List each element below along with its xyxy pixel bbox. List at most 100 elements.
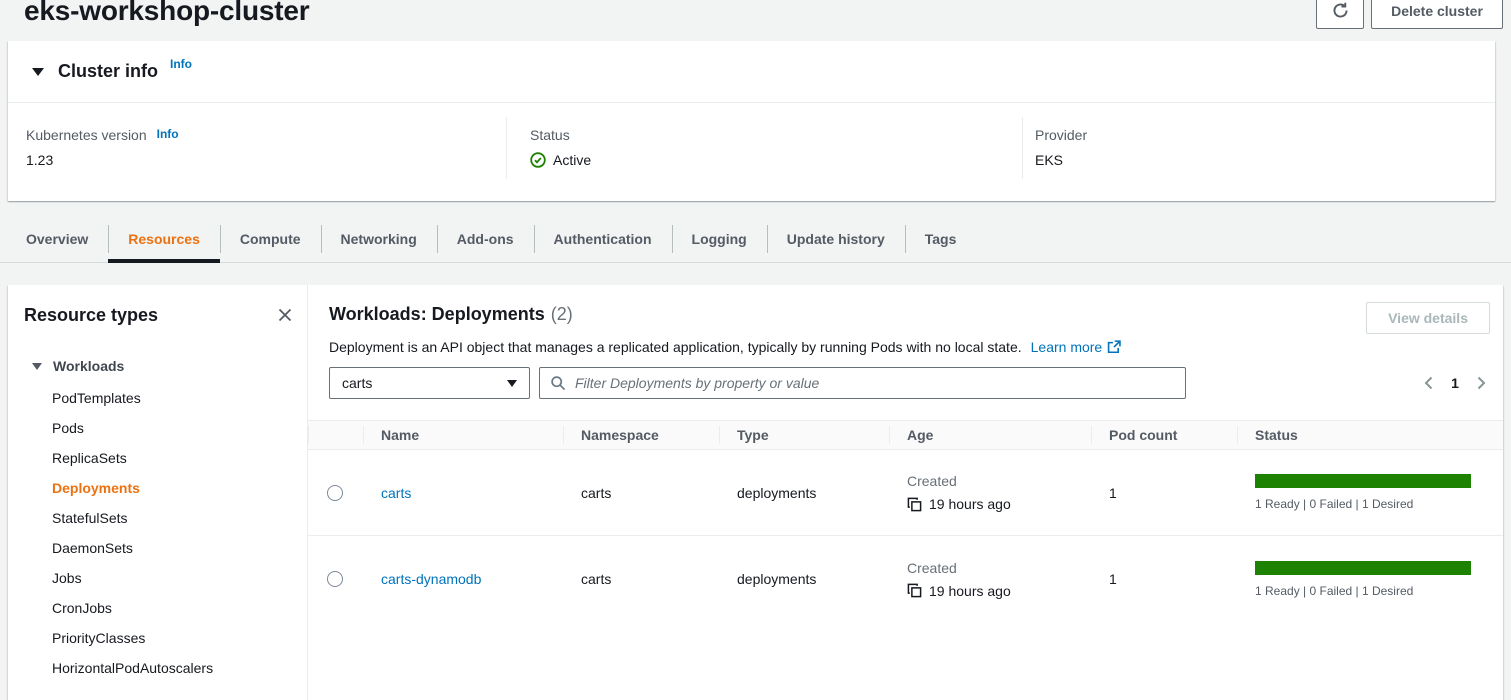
sidebar-item-daemonsets[interactable]: DaemonSets (52, 540, 133, 556)
sidebar-item-priorityclasses[interactable]: PriorityClasses (52, 630, 146, 646)
chevron-down-icon (32, 362, 42, 370)
search-input[interactable] (539, 367, 1186, 399)
check-circle-icon (530, 152, 553, 168)
tab-resources[interactable]: Resources (108, 215, 220, 263)
tab-authentication[interactable]: Authentication (533, 215, 672, 263)
next-page-button[interactable] (1467, 369, 1495, 397)
status-label: Status (530, 127, 570, 143)
search-icon (550, 375, 566, 396)
provider-value: EKS (1035, 152, 1064, 168)
column-header-namespace[interactable]: Namespace (563, 421, 719, 449)
copy-button[interactable] (907, 583, 922, 598)
column-header-pod-count[interactable]: Pod count (1091, 421, 1237, 449)
copy-icon (907, 497, 922, 512)
provider-label: Provider (1035, 127, 1088, 143)
page-title: eks-workshop-cluster (24, 0, 310, 26)
table-row: carts carts deployments Created 19 hours… (308, 450, 1503, 536)
selection-column-header (308, 421, 363, 449)
column-divider (1022, 117, 1023, 179)
deployments-main: Workloads: Deployments (2) View details D… (308, 285, 1503, 700)
age-value: 19 hours ago (929, 582, 1011, 599)
workloads-group-toggle[interactable]: Workloads (32, 358, 124, 374)
status-cell: 1 Ready | 0 Failed | 1 Desired (1237, 536, 1503, 622)
row-radio-button[interactable] (327, 571, 343, 587)
cluster-info-body: Kubernetes version Info 1.23 Status Acti… (8, 103, 1495, 200)
copy-button[interactable] (907, 497, 922, 512)
row-radio-button[interactable] (327, 484, 343, 501)
property-filter-select[interactable]: carts (329, 367, 530, 399)
search-box (539, 367, 1186, 399)
selected-filter-value: carts (342, 375, 373, 391)
sidebar-item-jobs[interactable]: Jobs (52, 570, 82, 586)
status-summary-text: 1 Ready | 0 Failed | 1 Desired (1255, 583, 1414, 598)
learn-more-link[interactable]: Learn more (1031, 339, 1122, 355)
refresh-icon (1332, 2, 1349, 19)
resource-types-sidebar: Resource types Workloads PodTemplates Po… (8, 285, 308, 700)
chevron-right-icon (1473, 375, 1489, 391)
deployments-heading: Workloads: Deployments (2) (329, 304, 573, 325)
sidebar-item-deployments[interactable]: Deployments (52, 480, 140, 496)
provider-field: Provider EKS (1035, 127, 1087, 168)
tab-compute[interactable]: Compute (219, 215, 321, 263)
age-cell: Created 19 hours ago (889, 536, 1091, 622)
kubernetes-version-info-link[interactable]: Info (156, 127, 179, 141)
close-icon (277, 307, 293, 323)
copy-icon (907, 583, 922, 598)
close-sidebar-button[interactable] (275, 305, 295, 325)
column-header-type[interactable]: Type (719, 421, 889, 449)
workloads-group-label: Workloads (53, 358, 125, 374)
sidebar-item-podtemplates[interactable]: PodTemplates (52, 390, 141, 406)
column-header-age[interactable]: Age (889, 421, 1091, 449)
kubernetes-version-field: Kubernetes version Info 1.23 (26, 127, 179, 168)
age-value: 19 hours ago (929, 496, 1011, 512)
tab-logging[interactable]: Logging (671, 215, 767, 263)
sidebar-item-cronjobs[interactable]: CronJobs (52, 600, 112, 616)
tab-add-ons[interactable]: Add-ons (436, 215, 534, 263)
kubernetes-version-value: 1.23 (26, 152, 54, 168)
age-created-label: Created (907, 473, 957, 489)
deployments-count: (2) (550, 304, 573, 324)
table-header-row: Name Namespace Type Age Pod count Status (308, 420, 1503, 450)
pod-count-cell: 1 (1109, 484, 1117, 501)
status-cell: 1 Ready | 0 Failed | 1 Desired (1237, 450, 1503, 535)
refresh-button[interactable] (1316, 0, 1364, 29)
column-header-name[interactable]: Name (363, 421, 563, 449)
tab-update-history[interactable]: Update history (766, 215, 905, 263)
table-row: carts-dynamodb carts deployments Created… (308, 536, 1503, 622)
current-page-number[interactable]: 1 (1451, 375, 1459, 391)
resources-panel: Resource types Workloads PodTemplates Po… (8, 285, 1503, 700)
status-progress-bar (1255, 474, 1471, 488)
resource-types-title: Resource types (24, 305, 159, 325)
cluster-info-card: Cluster info Info Kubernetes version Inf… (8, 41, 1495, 201)
status-summary-text: 1 Ready | 0 Failed | 1 Desired (1255, 497, 1414, 511)
deployments-description: Deployment is an API object that manages… (329, 339, 1022, 355)
status-progress-bar (1255, 560, 1471, 575)
deployments-heading-text: Workloads: Deployments (329, 304, 545, 324)
pod-count-cell: 1 (1109, 571, 1117, 587)
tab-overview[interactable]: Overview (26, 231, 89, 247)
sidebar-item-pods[interactable]: Pods (52, 420, 84, 436)
cluster-info-info-link[interactable]: Info (170, 57, 193, 71)
sidebar-item-horizontalpodautoscalers[interactable]: HorizontalPodAutoscalers (52, 660, 214, 676)
deployment-name-link[interactable]: carts-dynamodb (381, 571, 482, 587)
sidebar-item-replicasets[interactable]: ReplicaSets (52, 450, 127, 466)
chevron-down-icon (507, 379, 517, 387)
delete-cluster-button[interactable]: Delete cluster (1371, 0, 1503, 29)
collapse-caret-icon[interactable] (32, 67, 44, 76)
type-cell: deployments (737, 571, 817, 587)
age-created-label: Created (907, 559, 957, 576)
sidebar-item-statefulsets[interactable]: StatefulSets (52, 510, 128, 526)
kubernetes-version-label: Kubernetes version (26, 127, 147, 143)
view-details-button[interactable]: View details (1366, 302, 1490, 334)
namespace-cell: carts (581, 571, 612, 587)
tab-networking[interactable]: Networking (320, 215, 437, 263)
deployment-name-link[interactable]: carts (381, 484, 412, 501)
cluster-info-header[interactable]: Cluster info Info (8, 41, 1495, 103)
column-divider (506, 117, 507, 179)
status-badge: Active (553, 152, 592, 168)
previous-page-button[interactable] (1415, 369, 1443, 397)
cluster-tabs: Overview Resources Compute Networking Ad… (0, 215, 1511, 263)
tab-tags[interactable]: Tags (904, 215, 977, 263)
column-header-status[interactable]: Status (1237, 421, 1503, 449)
pagination: 1 (1415, 369, 1495, 397)
